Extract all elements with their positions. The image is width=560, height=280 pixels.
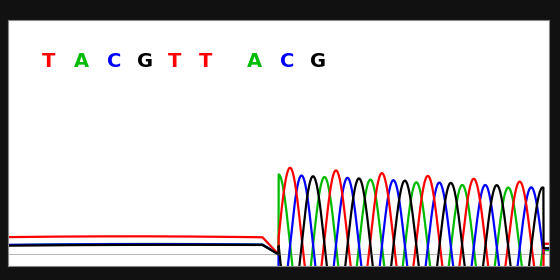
Text: G: G [310, 52, 326, 71]
Text: T: T [199, 52, 212, 71]
Text: T: T [42, 52, 55, 71]
Text: C: C [106, 52, 121, 71]
Text: A: A [247, 52, 262, 71]
Text: G: G [137, 52, 153, 71]
Text: A: A [74, 52, 89, 71]
Text: T: T [168, 52, 181, 71]
Text: C: C [280, 52, 295, 71]
